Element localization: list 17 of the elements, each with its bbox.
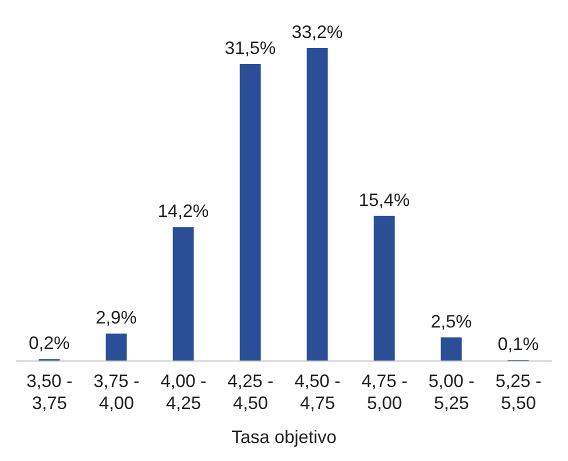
data-label: 31,5% [224,38,276,58]
x-tick-label: 4,00 - 4,25 [160,371,207,413]
data-label: 2,9% [96,308,137,328]
x-tick-label: 5,00 - 5,25 [428,371,475,413]
data-label: 14,2% [158,201,209,222]
x-tick-label: 3,75 - 4,00 [93,371,140,413]
data-label: 33,2% [292,22,343,42]
x-tick-label: 4,75 - 5,00 [361,371,408,413]
x-axis-title: Tasa objetivo [231,427,337,447]
x-tick-label: 5,25 - 5,50 [495,371,542,413]
data-label: 0,2% [28,333,70,354]
data-label: 2,5% [430,311,472,332]
data-label: 0,1% [498,334,539,354]
x-tick-label: 4,50 - 4,75 [294,371,341,413]
x-tick-label: 4,25 - 4,50 [227,371,274,413]
x-tick-label: 3,50 - 3,75 [26,371,73,413]
data-label: 15,4% [358,190,410,210]
